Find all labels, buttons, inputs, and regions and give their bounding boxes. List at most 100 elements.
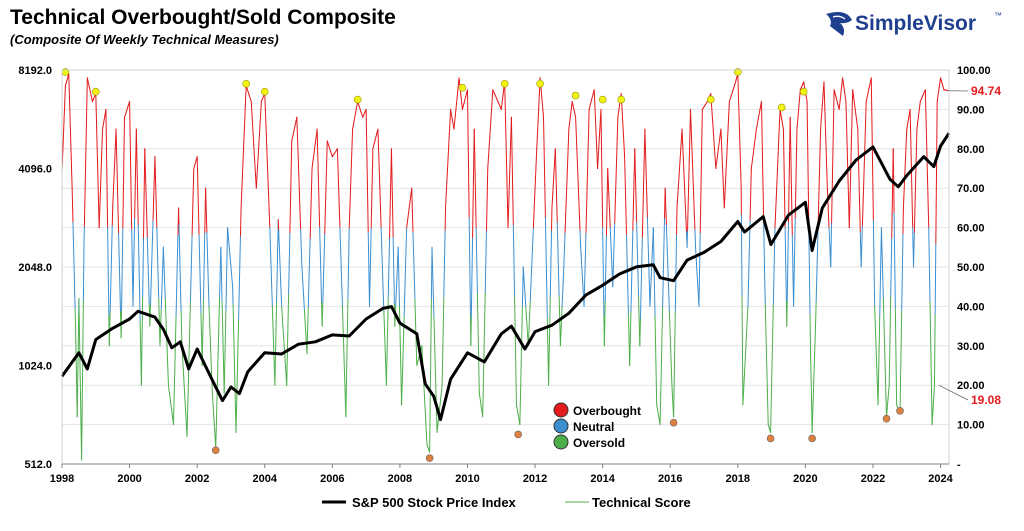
score-segment [156, 250, 159, 276]
score-segment [558, 271, 560, 298]
score-segment [614, 180, 617, 203]
score-segment [715, 163, 717, 169]
brand-logo: SimpleVisor ™ [826, 11, 1002, 36]
score-segment [448, 121, 451, 135]
score-segment [890, 266, 892, 298]
right-tick-label: 100.00 [957, 65, 991, 77]
peak-marker [458, 83, 467, 92]
score-segment [338, 187, 340, 209]
score-segment [404, 271, 406, 295]
score-segment [584, 232, 587, 258]
score-segment [778, 123, 780, 140]
score-segment [137, 224, 140, 258]
score-segment [883, 321, 886, 347]
score-segment [271, 305, 274, 327]
score-segment [355, 107, 357, 113]
score-segment [678, 168, 681, 179]
score-segment [436, 426, 439, 433]
score-segment [336, 148, 339, 169]
score-segment [323, 233, 326, 258]
score-segment [236, 347, 239, 377]
score-segment [531, 241, 534, 258]
score-segment [228, 249, 231, 258]
score-segment [164, 281, 166, 300]
score-segment [434, 339, 436, 364]
score-segment [283, 335, 285, 347]
score-segment [752, 153, 754, 160]
score-segment [235, 403, 238, 433]
score-segment [693, 195, 695, 214]
score-segment [485, 199, 488, 232]
score-segment [265, 126, 268, 145]
score-segment [546, 317, 549, 353]
score-segment [284, 365, 287, 376]
left-tick-label: 2048.0 [18, 262, 52, 274]
peak-marker [799, 87, 808, 96]
legend-price: S&P 500 Stock Price Index [352, 495, 517, 510]
score-segment [319, 227, 321, 253]
score-segment [512, 188, 514, 226]
score-segment [641, 209, 644, 238]
score-segment [227, 234, 230, 243]
score-segment [757, 114, 760, 120]
trough-marker [425, 454, 434, 462]
score-segment [355, 104, 358, 109]
score-segment [379, 207, 382, 229]
score-segment [714, 149, 716, 160]
score-segment [856, 123, 859, 130]
legend-overbought: Overbought [573, 404, 641, 418]
score-segment [423, 394, 426, 408]
score-segment [629, 310, 632, 339]
score-segment [409, 197, 411, 204]
score-segment [626, 260, 629, 288]
score-segment [711, 111, 714, 123]
score-segment [750, 163, 753, 169]
score-segment [284, 355, 286, 366]
score-segment [583, 281, 586, 307]
score-segment [271, 286, 273, 307]
score-segment [270, 266, 273, 288]
score-segment [756, 121, 759, 127]
score-segment [755, 128, 757, 135]
score-segment [318, 202, 321, 229]
score-segment [175, 288, 178, 317]
score-segment [852, 94, 855, 101]
score-segment [298, 191, 301, 212]
score-segment [440, 390, 443, 398]
oversold-markers [211, 407, 904, 462]
score-segment [260, 101, 262, 113]
score-segment [753, 138, 756, 145]
score-segment [645, 172, 648, 197]
score-segment [577, 165, 579, 183]
trough-marker [766, 434, 775, 443]
score-segment [259, 111, 262, 124]
score-segment [626, 234, 628, 262]
peak-marker [500, 79, 509, 88]
score-segment [744, 342, 747, 357]
score-segment [453, 122, 456, 130]
score-segment [414, 298, 417, 322]
x-axis-ticks: 1998 2000 2002 2004 2006 2008 2010 2012 2014 2016… [50, 464, 954, 485]
score-segment [388, 236, 391, 268]
score-segment [164, 298, 167, 317]
score-segment [340, 266, 343, 288]
score-segment [311, 163, 314, 169]
overbought-swatch [553, 402, 569, 418]
score-segment [302, 288, 305, 300]
score-segment [187, 368, 190, 404]
score-segment [300, 247, 303, 268]
score-segment [627, 312, 630, 340]
score-segment [168, 389, 171, 396]
score-segment [253, 155, 256, 168]
score-segment [431, 246, 434, 271]
score-segment [745, 330, 748, 344]
score-segment [726, 140, 728, 156]
score-segment [753, 143, 755, 150]
score-segment [646, 195, 648, 219]
score-segment [309, 214, 312, 239]
score-segment [294, 122, 297, 127]
score-segment [487, 148, 490, 160]
score-segment [196, 156, 199, 184]
score-segment [866, 92, 869, 97]
right-tick-label: 70.00 [957, 183, 985, 195]
